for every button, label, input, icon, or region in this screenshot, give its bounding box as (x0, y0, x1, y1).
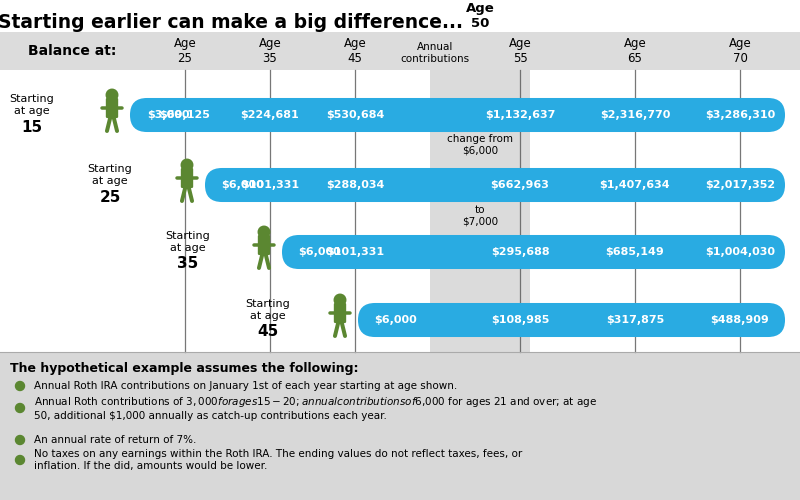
FancyBboxPatch shape (258, 235, 270, 255)
FancyBboxPatch shape (334, 303, 346, 323)
Circle shape (258, 226, 270, 238)
Text: $69,125: $69,125 (159, 110, 210, 120)
Circle shape (334, 294, 346, 306)
Circle shape (182, 159, 193, 171)
Text: Annual Roth contributions of $3,000 for ages 15 - 20; annual contributions of $6: Annual Roth contributions of $3,000 for … (34, 395, 597, 421)
Circle shape (106, 89, 118, 101)
Circle shape (15, 456, 25, 464)
Bar (0, 32, 800, 70)
Text: change from
$6,000: change from $6,000 (447, 134, 513, 156)
Text: Age
55: Age 55 (509, 37, 531, 65)
Text: to
$7,000: to $7,000 (462, 204, 498, 227)
Circle shape (15, 436, 25, 444)
Text: Age
50: Age 50 (466, 2, 494, 30)
Circle shape (15, 404, 25, 412)
Text: $3,286,310: $3,286,310 (705, 110, 775, 120)
Text: An annual rate of return of 7%.: An annual rate of return of 7%. (34, 435, 196, 445)
Text: 45: 45 (258, 324, 278, 340)
Text: $1,004,030: $1,004,030 (705, 247, 775, 257)
Text: $3,000: $3,000 (146, 110, 190, 120)
Text: Starting
at age: Starting at age (88, 164, 132, 186)
Text: $2,017,352: $2,017,352 (705, 180, 775, 190)
Text: $1,132,637: $1,132,637 (485, 110, 555, 120)
Text: Starting earlier can make a big difference...: Starting earlier can make a big differen… (0, 13, 462, 32)
Text: Starting
at age: Starting at age (166, 231, 210, 253)
Text: $6,000: $6,000 (374, 315, 418, 325)
Text: Age
70: Age 70 (729, 37, 751, 65)
Text: $288,034: $288,034 (326, 180, 384, 190)
Text: 25: 25 (99, 190, 121, 204)
Text: $662,963: $662,963 (490, 180, 550, 190)
Text: Age
45: Age 45 (344, 37, 366, 65)
FancyBboxPatch shape (130, 98, 785, 132)
Text: $101,331: $101,331 (326, 247, 384, 257)
Text: $488,909: $488,909 (710, 315, 770, 325)
Text: Starting
at age: Starting at age (10, 94, 54, 116)
FancyBboxPatch shape (106, 98, 118, 118)
Text: 15: 15 (22, 120, 42, 134)
Circle shape (15, 382, 25, 390)
Text: Annual Roth IRA contributions on January 1st of each year starting at age shown.: Annual Roth IRA contributions on January… (34, 381, 458, 391)
Text: $2,316,770: $2,316,770 (600, 110, 670, 120)
Text: $530,684: $530,684 (326, 110, 384, 120)
Text: $295,688: $295,688 (490, 247, 550, 257)
Text: $224,681: $224,681 (241, 110, 299, 120)
Text: The hypothetical example assumes the following:: The hypothetical example assumes the fol… (10, 362, 358, 375)
FancyBboxPatch shape (181, 168, 193, 188)
Text: Age
25: Age 25 (174, 37, 196, 65)
Text: Annual
contributions: Annual contributions (401, 42, 470, 64)
Text: Starting
at age: Starting at age (246, 299, 290, 321)
Text: Age
65: Age 65 (624, 37, 646, 65)
FancyBboxPatch shape (282, 235, 785, 269)
Text: 35: 35 (178, 256, 198, 272)
Text: No taxes on any earnings within the Roth IRA. The ending values do not reflect t: No taxes on any earnings within the Roth… (34, 449, 522, 471)
FancyBboxPatch shape (205, 168, 785, 202)
Text: $1,407,634: $1,407,634 (600, 180, 670, 190)
FancyBboxPatch shape (358, 303, 785, 337)
Text: $101,331: $101,331 (241, 180, 299, 190)
Bar (0, 352, 800, 500)
Text: Balance at:: Balance at: (28, 44, 116, 58)
Bar (430, 70, 530, 352)
Text: $6,000: $6,000 (298, 247, 342, 257)
Text: $108,985: $108,985 (491, 315, 549, 325)
Text: Age
35: Age 35 (258, 37, 282, 65)
Text: $685,149: $685,149 (606, 247, 664, 257)
Text: $6,000: $6,000 (222, 180, 264, 190)
Text: $317,875: $317,875 (606, 315, 664, 325)
